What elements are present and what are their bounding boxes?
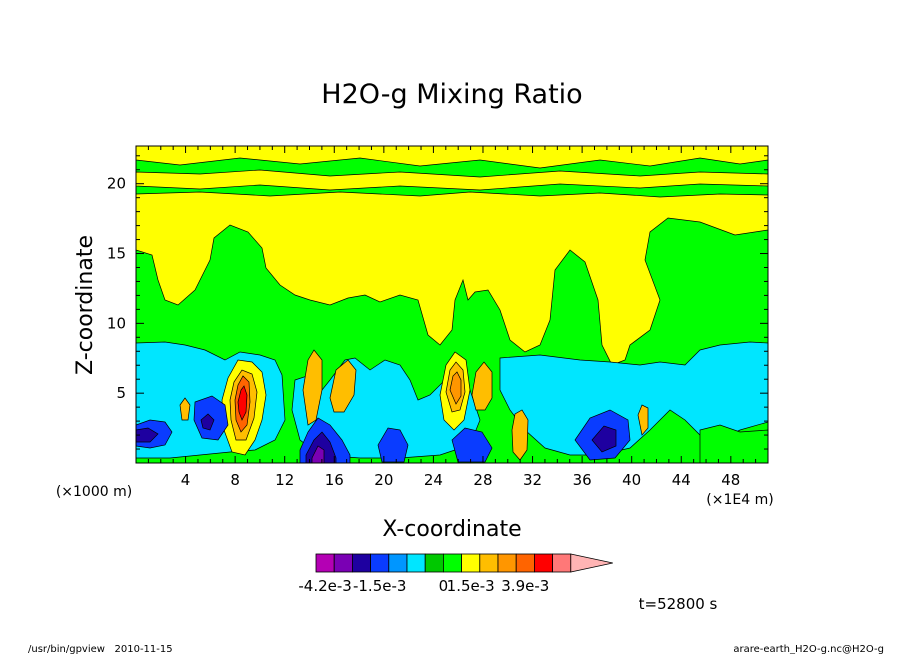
colorbar-swatch xyxy=(442,553,462,573)
colorbar-swatch xyxy=(333,553,353,573)
x-axis-label: X-coordinate xyxy=(382,517,521,542)
x-tick-label: 12 xyxy=(275,471,294,489)
x-tick-label: 20 xyxy=(374,471,393,489)
colorbar-label: -1.5e-3 xyxy=(353,577,406,595)
negative-x6-core xyxy=(200,413,215,431)
colorbar-swatch xyxy=(552,553,572,573)
contour-field xyxy=(136,146,768,463)
plume-x4 xyxy=(179,397,191,421)
colorbar-arrow xyxy=(570,553,613,573)
colorbar-swatch xyxy=(515,553,535,573)
green-patch-x47 xyxy=(699,424,768,463)
colorbar-label: 1.5e-3 xyxy=(447,577,495,595)
negative-x16-peak xyxy=(311,445,325,463)
x-tick-label: 40 xyxy=(622,471,641,489)
y-axis: 5 10 15 20 xyxy=(107,155,768,450)
colorbar-swatch xyxy=(479,553,499,573)
negative-x38-core xyxy=(591,425,617,453)
colorbar-labels: -4.2e-3 -1.5e-3 01.5e-3 3.9e-3 xyxy=(298,577,549,595)
plume-x31 xyxy=(511,409,529,461)
plot-frame xyxy=(135,145,769,464)
plume-x28 xyxy=(471,361,493,411)
colorbar-swatch xyxy=(534,553,554,573)
x-tick-label: 24 xyxy=(424,471,443,489)
field-yellow-band-20 xyxy=(136,169,768,191)
y-tick-label: 20 xyxy=(107,175,126,193)
footer-left: /usr/bin/gpview 2010-11-15 xyxy=(28,644,173,654)
plume-x41 xyxy=(637,404,649,436)
x-tick-label: 32 xyxy=(523,471,542,489)
colorbar xyxy=(315,553,613,573)
x-tick-label: 28 xyxy=(473,471,492,489)
y-tick-label: 5 xyxy=(116,384,126,402)
footer-right: arare-earth_H2O-g.nc@H2O-g xyxy=(733,644,884,654)
colorbar-label: 3.9e-3 xyxy=(501,577,549,595)
y-tick-label: 15 xyxy=(107,245,126,263)
colorbar-swatch xyxy=(461,553,481,573)
y-axis-label: Z-coordinate xyxy=(73,235,98,375)
colorbar-swatch xyxy=(370,553,390,573)
x-tick-label: 48 xyxy=(721,471,740,489)
field-upper-yellow xyxy=(136,191,768,366)
x-axis: 4 8 12 16 20 24 28 32 36 40 44 48 xyxy=(147,146,757,489)
colorbar-label: 0 xyxy=(439,577,449,595)
y-tick-label: 10 xyxy=(107,314,126,332)
chart-title: H2O-g Mixing Ratio xyxy=(321,79,582,110)
negative-x2-core xyxy=(136,427,159,443)
x-tick-label: 16 xyxy=(325,471,344,489)
plume-x14 xyxy=(302,349,323,426)
colorbar-swatch xyxy=(315,553,335,573)
x-tick-label: 44 xyxy=(672,471,691,489)
x-tick-label: 36 xyxy=(573,471,592,489)
colorbar-label: -4.2e-3 xyxy=(298,577,351,595)
x-tick-label: 4 xyxy=(181,471,191,489)
field-top-yellow-band xyxy=(136,146,768,169)
x-unit-label: (×1000 m) xyxy=(56,484,132,500)
plume-x26-core xyxy=(449,371,462,405)
colorbar-swatch xyxy=(406,553,426,573)
negative-x21 xyxy=(377,427,409,463)
colorbar-swatch xyxy=(424,553,444,573)
plume-x8-peak xyxy=(237,385,248,421)
colorbar-swatch xyxy=(388,553,408,573)
colorbar-swatch xyxy=(497,553,517,573)
colorbar-swatch xyxy=(351,553,371,573)
time-label: t=52800 s xyxy=(639,595,718,613)
plume-x17 xyxy=(329,359,357,413)
x-scale-label: (×1E4 m) xyxy=(706,492,773,508)
x-tick-label: 8 xyxy=(230,471,240,489)
